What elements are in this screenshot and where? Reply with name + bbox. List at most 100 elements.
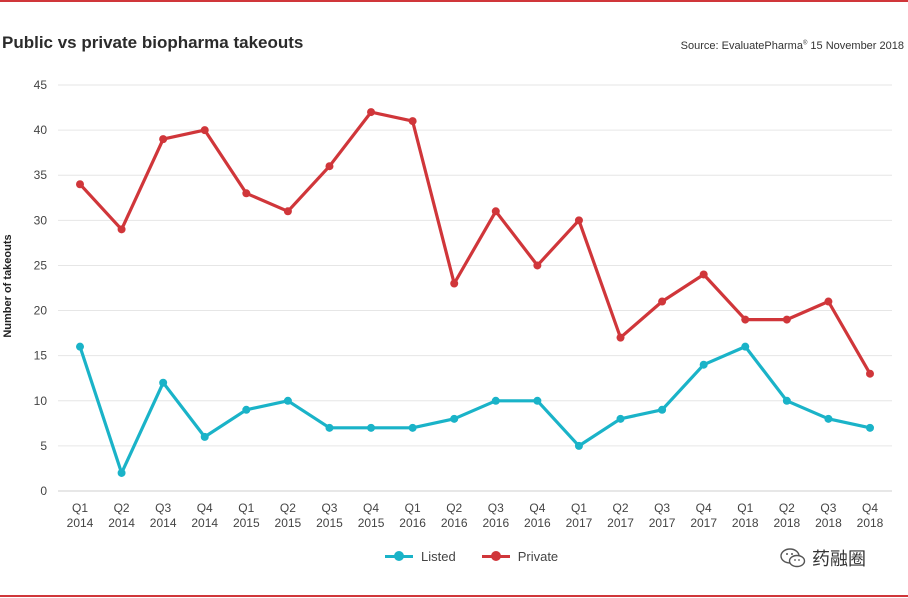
x-tick-year: 2016 [441, 516, 468, 530]
source-note: Source: EvaluatePharma® 15 November 2018 [681, 40, 904, 52]
data-point-private [782, 315, 791, 324]
data-point-listed [574, 441, 583, 450]
y-tick-label: 0 [40, 484, 47, 498]
x-tick-year: 2017 [607, 516, 634, 530]
data-point-private [616, 333, 625, 342]
private-swatch-icon [481, 551, 510, 561]
x-tick-year: 2015 [233, 516, 260, 530]
data-point-listed [200, 432, 209, 441]
data-point-private [574, 216, 583, 225]
y-tick-label: 40 [34, 123, 48, 137]
wechat-icon [780, 548, 806, 568]
x-tick-year: 2017 [566, 516, 593, 530]
data-point-listed [824, 414, 833, 423]
data-point-private [200, 126, 209, 135]
y-tick-label: 30 [34, 213, 48, 227]
x-tick-year: 2014 [108, 516, 135, 530]
data-point-listed [866, 423, 874, 432]
data-point-private [283, 207, 292, 216]
y-tick-label: 5 [40, 439, 47, 453]
data-point-private [741, 315, 750, 324]
data-point-listed [658, 405, 667, 414]
legend-item-listed: Listed [385, 549, 456, 564]
data-point-listed [616, 414, 625, 423]
x-tick-quarter: Q2 [114, 501, 130, 515]
data-point-listed [491, 396, 500, 405]
bottom-rule [0, 595, 908, 597]
x-tick-quarter: Q4 [862, 501, 878, 515]
watermark: 药融圈 [780, 545, 866, 571]
watermark-text: 药融圈 [812, 549, 866, 569]
x-tick-year: 2014 [191, 516, 218, 530]
y-tick-label: 10 [34, 394, 48, 408]
x-tick-quarter: Q4 [696, 501, 712, 515]
x-tick-quarter: Q1 [737, 501, 753, 515]
x-tick-quarter: Q1 [72, 501, 88, 515]
data-point-private [491, 207, 500, 216]
data-point-listed [741, 342, 750, 351]
x-tick-quarter: Q4 [197, 501, 213, 515]
series-line-listed [78, 345, 871, 475]
x-tick-quarter: Q3 [321, 501, 337, 515]
y-tick-label: 45 [34, 78, 48, 92]
y-tick-label: 20 [34, 304, 48, 318]
x-tick-quarter: Q1 [238, 501, 254, 515]
x-tick-year: 2016 [524, 516, 551, 530]
data-point-listed [117, 468, 126, 477]
x-tick-quarter: Q2 [779, 501, 795, 515]
x-tick-year: 2017 [690, 516, 717, 530]
x-tick-quarter: Q4 [529, 501, 545, 515]
x-tick-year: 2014 [67, 516, 94, 530]
x-tick-year: 2017 [649, 516, 676, 530]
x-tick-quarter: Q1 [571, 501, 587, 515]
x-tick-year: 2016 [399, 516, 426, 530]
data-point-listed [283, 396, 292, 405]
x-tick-quarter: Q3 [654, 501, 670, 515]
legend-label-private: Private [517, 549, 559, 564]
line-chart: 051015202530354045Q12014Q22014Q32014Q420… [34, 78, 892, 530]
source-prefix: Source: EvaluatePharma [680, 40, 803, 52]
x-tick-quarter: Q3 [155, 501, 171, 515]
x-tick-year: 2016 [482, 516, 509, 530]
data-point-listed [450, 414, 459, 423]
x-tick-quarter: Q1 [405, 501, 421, 515]
data-point-listed [325, 423, 334, 432]
data-point-private [117, 225, 126, 234]
y-tick-label: 15 [34, 349, 48, 363]
listed-swatch-icon [385, 551, 413, 561]
data-point-private [76, 180, 84, 189]
x-tick-quarter: Q3 [488, 501, 504, 515]
x-tick-quarter: Q3 [820, 501, 836, 515]
data-point-listed [242, 405, 251, 414]
source-date: 15 November 2018 [807, 40, 904, 52]
data-point-listed [782, 396, 791, 405]
x-tick-year: 2018 [857, 516, 884, 530]
data-point-private [242, 189, 251, 198]
x-tick-quarter: Q2 [613, 501, 629, 515]
data-point-private [699, 270, 708, 279]
data-point-listed [367, 423, 376, 432]
y-tick-label: 25 [34, 258, 48, 272]
data-point-private [824, 297, 833, 306]
x-tick-year: 2015 [358, 516, 385, 530]
registered-mark: ® [802, 40, 808, 47]
data-point-private [159, 135, 168, 144]
x-tick-year: 2018 [773, 516, 800, 530]
data-point-listed [408, 423, 417, 432]
chart-title: Public vs private biopharma takeouts [2, 33, 304, 52]
x-tick-quarter: Q4 [363, 501, 379, 515]
legend-item-private: Private [481, 549, 559, 564]
data-point-private [533, 261, 542, 270]
x-tick-quarter: Q2 [280, 501, 296, 515]
x-tick-year: 2018 [732, 516, 759, 530]
data-point-listed [533, 396, 542, 405]
series-line-private [78, 110, 872, 375]
data-point-private [658, 297, 667, 306]
data-point-private [408, 117, 417, 126]
data-point-private [866, 369, 874, 378]
x-tick-year: 2015 [316, 516, 343, 530]
legend: Listed Private [385, 549, 584, 564]
data-point-private [325, 162, 334, 171]
y-tick-label: 35 [34, 168, 48, 182]
top-rule [0, 0, 908, 2]
